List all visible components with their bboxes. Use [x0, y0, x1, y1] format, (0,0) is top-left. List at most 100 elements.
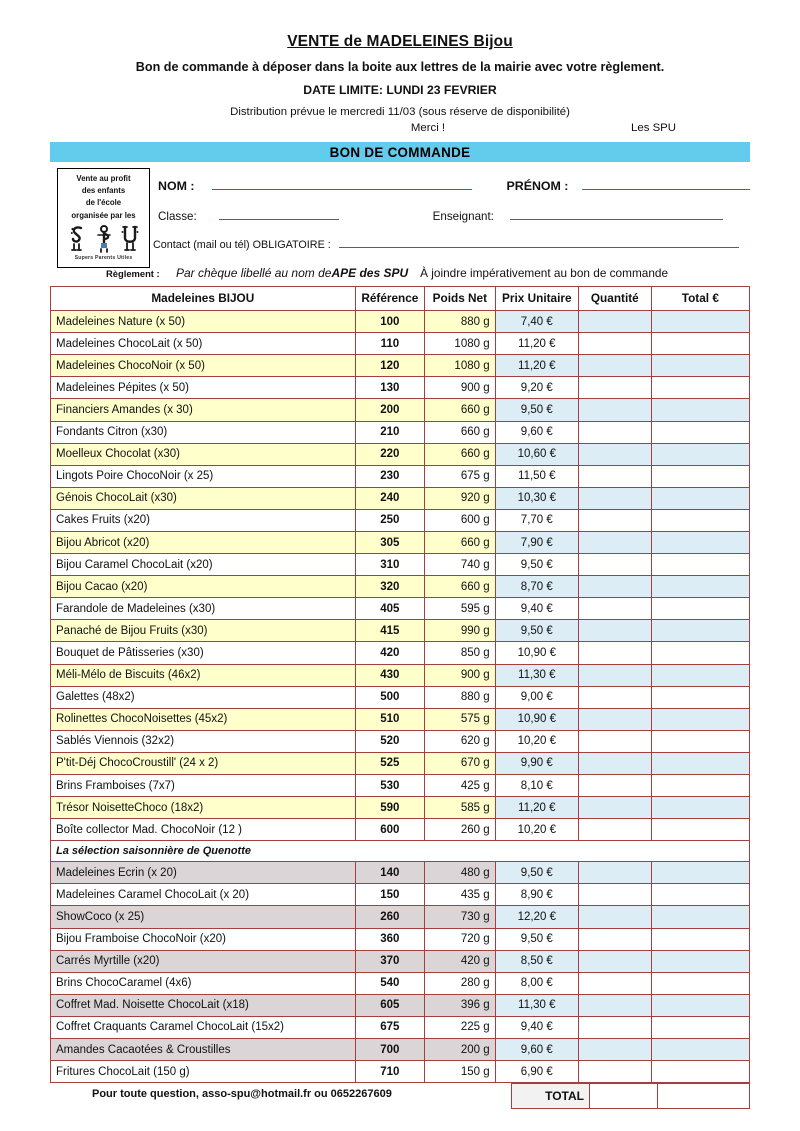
cell-reference: 310 [354, 553, 426, 577]
cell-unit-price: 9,50 € [494, 927, 579, 951]
cell-product: Génois ChocoLait (x30) [50, 486, 356, 510]
cell-unit-price: 9,50 € [494, 619, 579, 643]
cell-quantity[interactable] [577, 641, 652, 665]
cell-quantity[interactable] [577, 818, 652, 842]
cell-total[interactable] [650, 1015, 751, 1040]
enseignant-input[interactable] [509, 206, 723, 221]
cell-quantity[interactable] [577, 597, 652, 621]
cell-total[interactable] [650, 376, 751, 400]
cell-quantity[interactable] [577, 442, 652, 466]
cell-total[interactable] [650, 597, 751, 621]
cell-quantity[interactable] [577, 376, 652, 400]
cell-reference: 540 [354, 971, 426, 995]
cell-total[interactable] [650, 707, 751, 731]
table-row: Méli-Mélo de Biscuits (46x2) 430 900 g 11,3… [50, 663, 751, 687]
classe-input[interactable] [218, 206, 339, 221]
cell-quantity[interactable] [577, 486, 652, 510]
cell-quantity[interactable] [577, 861, 652, 885]
thanks-signature-row: Merci ! Les SPU [0, 122, 800, 138]
cell-total[interactable] [650, 1038, 751, 1062]
cell-quantity[interactable] [577, 332, 652, 356]
cell-total[interactable] [650, 464, 751, 488]
cell-total[interactable] [650, 729, 751, 753]
cell-quantity[interactable] [577, 729, 652, 753]
cell-total[interactable] [650, 442, 751, 466]
cell-total[interactable] [650, 861, 751, 885]
cell-weight: 730 g [424, 905, 496, 929]
cell-total[interactable] [650, 971, 751, 995]
prenom-input[interactable] [582, 176, 750, 191]
cell-total[interactable] [650, 310, 751, 334]
cell-unit-price: 7,90 € [494, 530, 579, 555]
cell-total[interactable] [650, 530, 751, 555]
cell-unit-price: 11,30 € [494, 663, 579, 687]
cell-quantity[interactable] [577, 354, 652, 378]
cell-quantity[interactable] [577, 619, 652, 643]
cell-total[interactable] [650, 818, 751, 842]
total-quantity-cell[interactable] [589, 1083, 658, 1110]
cell-total[interactable] [650, 619, 751, 643]
cell-quantity[interactable] [577, 464, 652, 488]
col-header-reference: Référence [354, 286, 426, 312]
cell-quantity[interactable] [577, 905, 652, 929]
cell-total[interactable] [650, 796, 751, 820]
table-row: Boîte collector Mad. ChocoNoir (12 ) 600 2… [50, 818, 751, 842]
cell-total[interactable] [650, 663, 751, 687]
contact-input[interactable] [338, 234, 739, 249]
cell-total[interactable] [650, 486, 751, 510]
cell-quantity[interactable] [577, 310, 652, 334]
cell-quantity[interactable] [577, 1015, 652, 1040]
cell-quantity[interactable] [577, 993, 652, 1017]
cell-total[interactable] [650, 774, 751, 798]
cell-quantity[interactable] [577, 553, 652, 577]
nom-input[interactable] [212, 176, 473, 191]
cell-quantity[interactable] [577, 663, 652, 687]
cell-quantity[interactable] [577, 927, 652, 951]
cell-quantity[interactable] [577, 420, 652, 444]
cell-total[interactable] [650, 1060, 751, 1084]
cell-unit-price: 10,90 € [494, 641, 579, 665]
cell-quantity[interactable] [577, 575, 652, 599]
cell-total[interactable] [650, 927, 751, 951]
cell-weight: 880 g [424, 310, 496, 334]
cell-quantity[interactable] [577, 707, 652, 731]
cell-unit-price: 11,30 € [494, 993, 579, 1017]
cell-total[interactable] [650, 420, 751, 444]
cell-quantity[interactable] [577, 949, 652, 973]
cell-weight: 850 g [424, 641, 496, 665]
cell-unit-price: 11,20 € [494, 354, 579, 378]
total-row: TOTAL [511, 1083, 750, 1110]
cell-total[interactable] [650, 354, 751, 378]
cell-quantity[interactable] [577, 1060, 652, 1084]
cell-reference: 360 [354, 927, 426, 951]
cell-product: Fondants Citron (x30) [50, 420, 356, 444]
cell-total[interactable] [650, 508, 751, 532]
cell-total[interactable] [650, 332, 751, 356]
cell-weight: 225 g [424, 1015, 496, 1040]
logo-caption: Supers Parents Utiles [74, 254, 133, 261]
cell-total[interactable] [650, 553, 751, 577]
cell-total[interactable] [650, 641, 751, 665]
cell-total[interactable] [650, 993, 751, 1017]
order-banner: BON DE COMMANDE [50, 142, 750, 163]
cell-quantity[interactable] [577, 774, 652, 798]
cell-total[interactable] [650, 751, 751, 776]
cell-total[interactable] [650, 905, 751, 929]
cell-total[interactable] [650, 685, 751, 709]
cell-quantity[interactable] [577, 685, 652, 709]
cell-reference: 260 [354, 905, 426, 929]
cell-quantity[interactable] [577, 530, 652, 555]
cell-unit-price: 9,40 € [494, 597, 579, 621]
cell-quantity[interactable] [577, 508, 652, 532]
total-value-cell[interactable] [657, 1083, 750, 1110]
cell-quantity[interactable] [577, 796, 652, 820]
cell-quantity[interactable] [577, 971, 652, 995]
cell-total[interactable] [650, 883, 751, 907]
cell-quantity[interactable] [577, 751, 652, 776]
cell-quantity[interactable] [577, 398, 652, 422]
cell-total[interactable] [650, 398, 751, 422]
cell-total[interactable] [650, 949, 751, 973]
cell-total[interactable] [650, 575, 751, 599]
cell-quantity[interactable] [577, 1038, 652, 1062]
cell-quantity[interactable] [577, 883, 652, 907]
